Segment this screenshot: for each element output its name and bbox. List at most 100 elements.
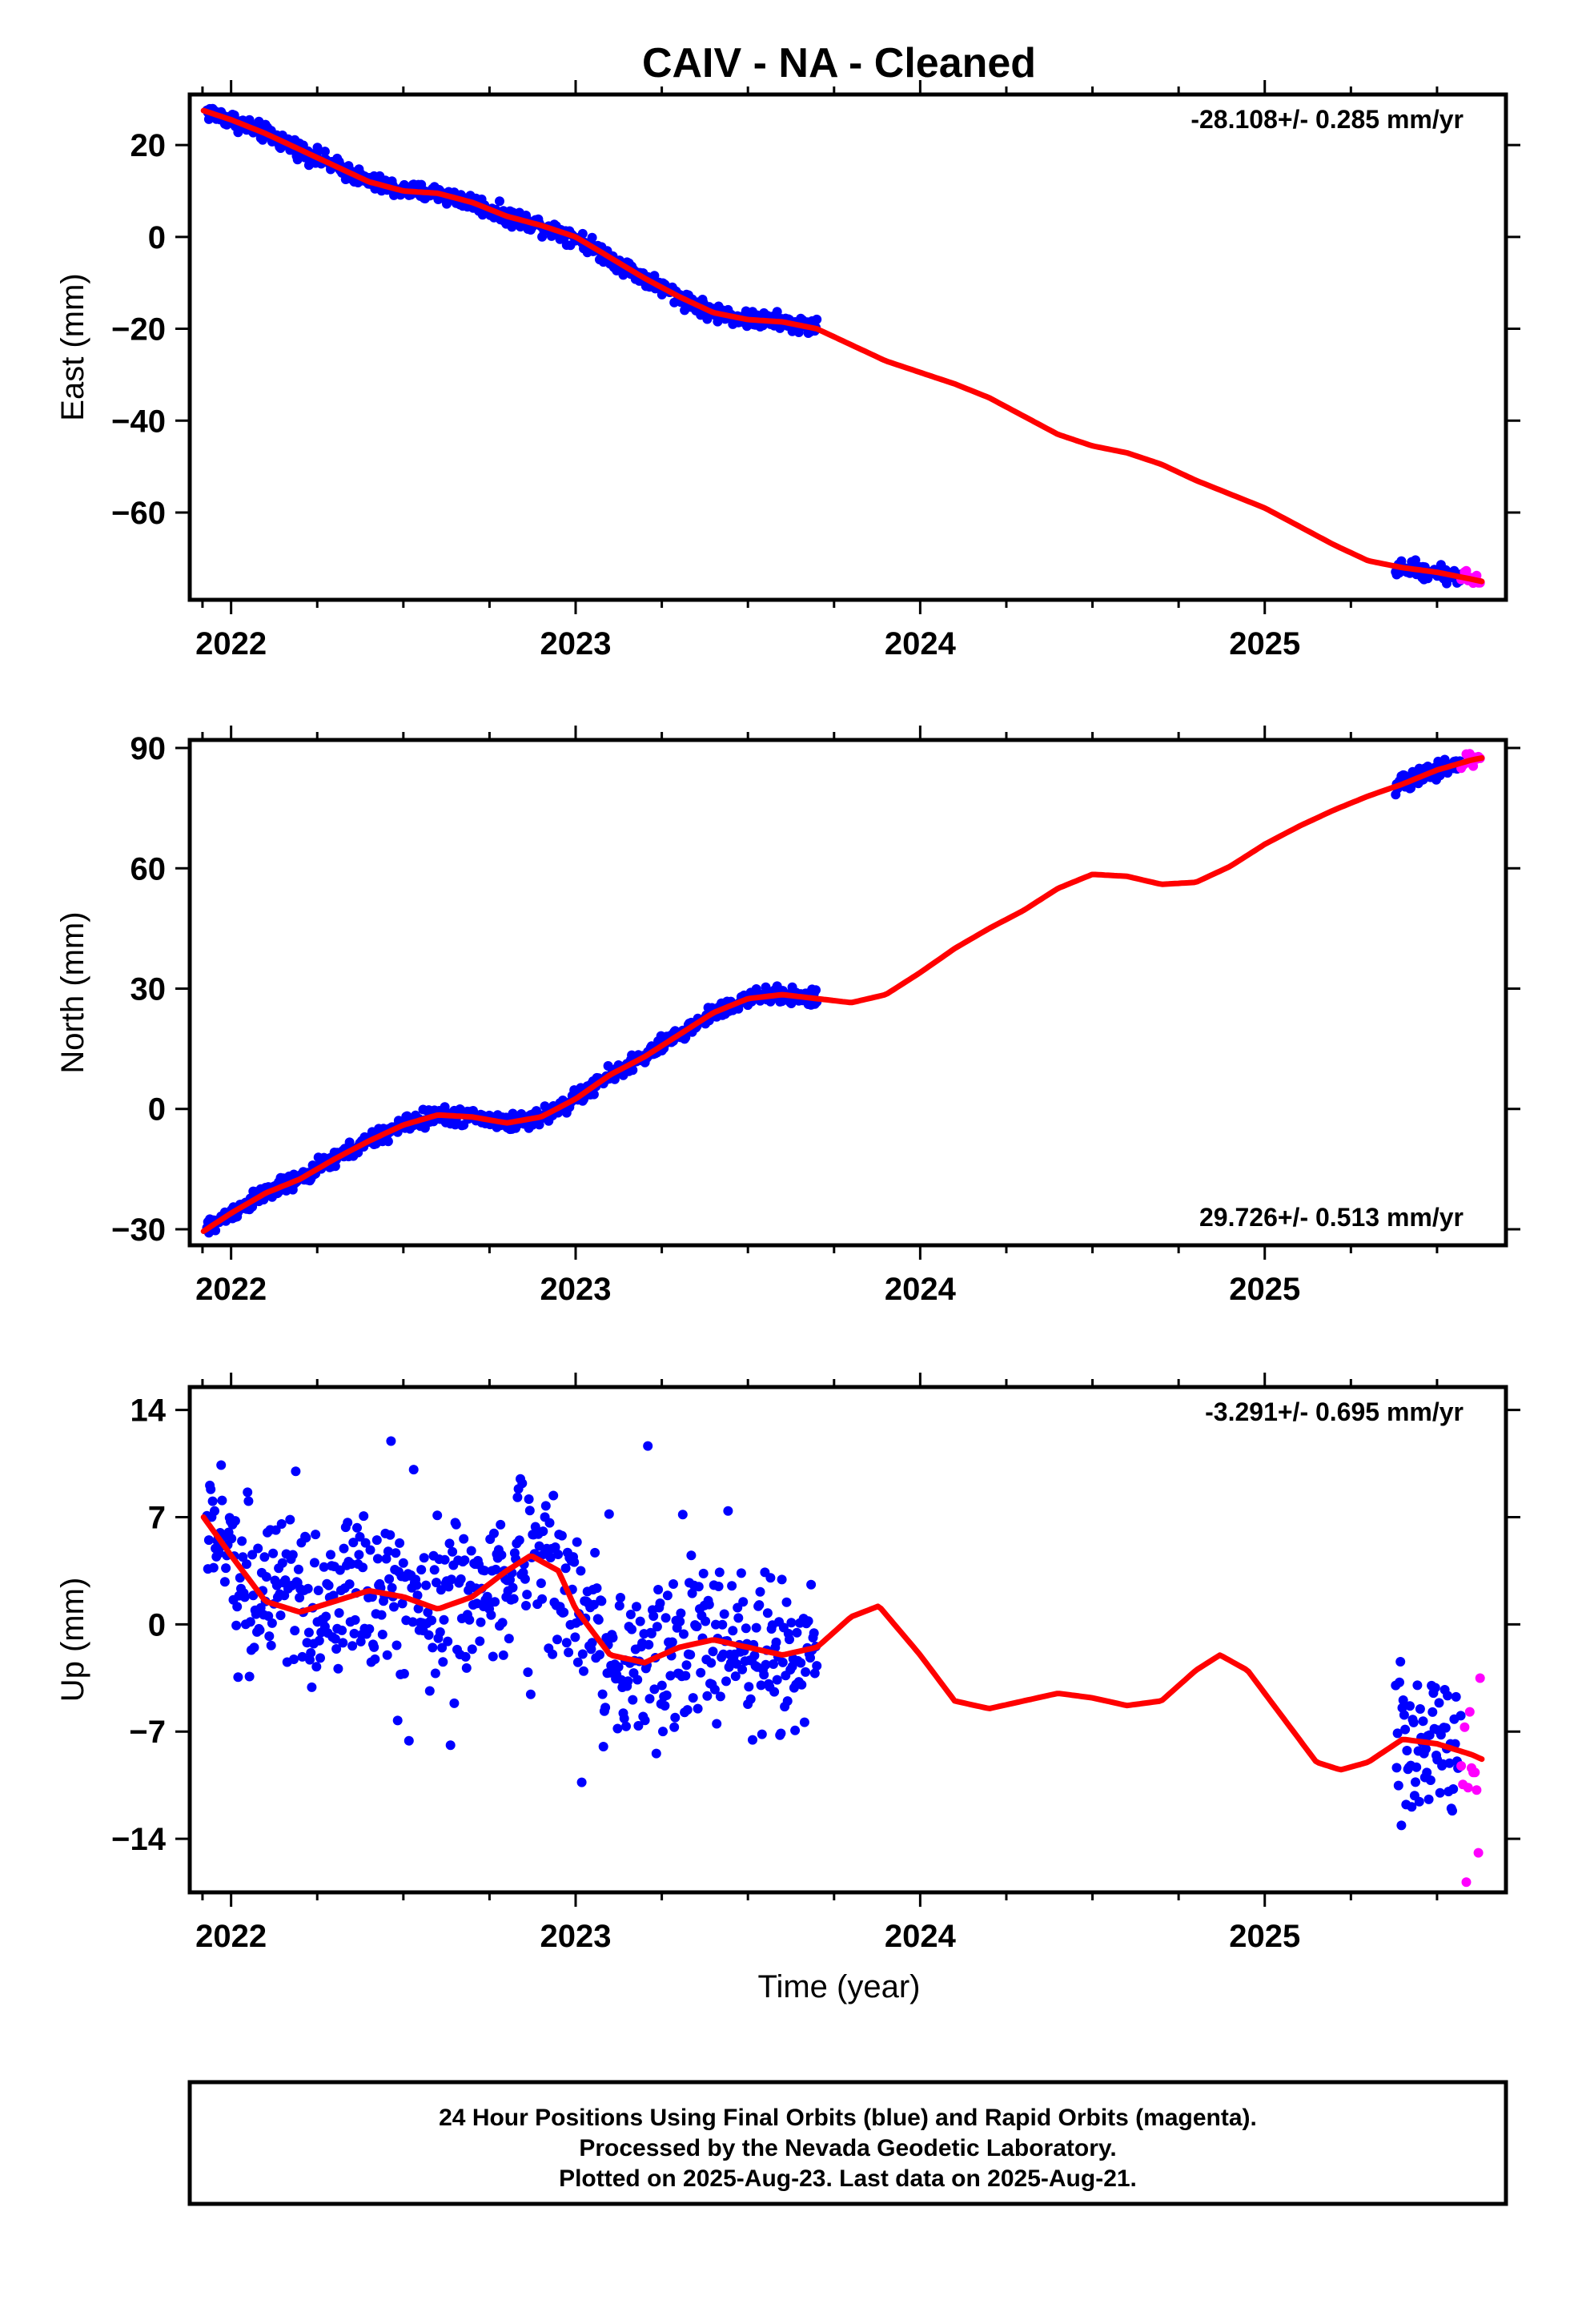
final-orbit-point <box>759 1670 769 1680</box>
final-orbit-point <box>550 1542 560 1552</box>
final-orbit-point <box>587 232 597 243</box>
final-orbit-point <box>523 1667 533 1678</box>
final-orbit-point <box>577 228 588 239</box>
y-tick-label: −7 <box>129 1715 166 1750</box>
final-orbit-point <box>655 1598 665 1608</box>
final-orbit-point <box>628 1065 638 1076</box>
final-orbit-point <box>237 1536 247 1546</box>
figure-title: CAIV - NA - Cleaned <box>642 40 1036 86</box>
final-orbit-point <box>576 1777 587 1787</box>
final-orbit-point <box>445 1740 456 1751</box>
y-tick-label: −14 <box>111 1822 167 1857</box>
final-orbit-point <box>1414 1796 1424 1807</box>
final-orbit-point <box>203 1535 214 1546</box>
final-orbit-point <box>497 1618 508 1628</box>
final-orbit-point <box>210 1506 219 1516</box>
final-orbit-point <box>208 1562 219 1573</box>
x-tick-label: 2024 <box>885 1272 957 1307</box>
final-orbit-point <box>498 1650 508 1660</box>
final-orbit-point <box>338 1638 348 1648</box>
final-orbit-point <box>243 1487 253 1498</box>
final-orbit-point <box>745 1694 756 1704</box>
final-orbit-point <box>1400 1724 1411 1735</box>
final-orbit-point <box>721 1676 731 1687</box>
y-tick-label: 0 <box>148 1092 166 1128</box>
final-orbit-point <box>232 1602 243 1612</box>
final-orbit-point <box>1443 1691 1453 1701</box>
final-orbit-point <box>383 1546 393 1557</box>
final-orbit-point <box>486 1610 496 1620</box>
final-orbit-point <box>686 1550 697 1561</box>
final-orbit-point <box>809 1628 819 1638</box>
final-orbit-point <box>408 1617 418 1627</box>
final-orbit-point <box>785 1634 794 1645</box>
final-orbit-point <box>245 1617 255 1627</box>
final-orbit-point <box>438 1657 448 1667</box>
final-orbit-point <box>600 1703 611 1713</box>
final-orbit-point <box>761 1659 771 1670</box>
final-orbit-point <box>792 1627 802 1638</box>
final-orbit-point <box>344 1579 355 1590</box>
final-orbit-point <box>1398 1695 1408 1705</box>
final-orbit-point <box>693 1703 703 1714</box>
final-orbit-point <box>337 1625 347 1635</box>
final-orbit-point <box>777 1574 787 1585</box>
final-orbit-point <box>517 1478 528 1489</box>
final-orbit-point <box>1427 1707 1438 1717</box>
final-orbit-point <box>769 1659 778 1669</box>
final-orbit-point <box>347 1641 358 1651</box>
rapid-orbit-point <box>1468 761 1479 771</box>
final-orbit-point <box>491 1564 501 1574</box>
final-orbit-point <box>248 1590 259 1601</box>
rapid-orbit-point <box>1475 1673 1485 1683</box>
final-orbit-point <box>397 1598 408 1609</box>
final-orbit-point <box>444 1582 454 1592</box>
final-orbit-point <box>1451 1691 1461 1702</box>
rapid-orbit-point <box>1460 1722 1470 1732</box>
final-orbit-point <box>512 1492 523 1502</box>
final-orbit-point <box>424 1630 434 1640</box>
rapid-orbit-point <box>1473 1848 1484 1858</box>
final-orbit-point <box>737 1664 748 1675</box>
final-orbit-point <box>334 1608 344 1618</box>
final-orbit-point <box>488 1651 498 1662</box>
y-tick-label: 14 <box>130 1393 167 1429</box>
final-orbit-point <box>640 1715 650 1726</box>
final-orbit-point <box>268 1548 279 1558</box>
final-orbit-point <box>456 1574 466 1584</box>
final-orbit-point <box>490 1597 500 1607</box>
velocity-annotation: 29.726+/- 0.513 mm/yr <box>1199 1203 1464 1232</box>
footer-box <box>187 2080 1508 2206</box>
final-orbit-point <box>632 1602 641 1612</box>
y-axis-label: Up (mm) <box>55 1578 90 1703</box>
rapid-orbit-point <box>1470 1767 1480 1778</box>
final-orbit-point <box>370 1654 380 1664</box>
final-orbit-point <box>777 1657 788 1667</box>
final-orbit-point <box>480 1566 490 1576</box>
final-orbit-point <box>556 1530 567 1541</box>
final-orbit-point <box>355 1532 365 1542</box>
final-orbit-point <box>538 1526 548 1537</box>
final-orbit-point <box>613 1662 624 1672</box>
final-orbit-point <box>464 1614 475 1625</box>
final-orbit-point <box>1402 1746 1412 1755</box>
up-panel: 2022 2023 2024 2025 14 7 0 −7 −14 Up (mm) -3.291+/… <box>55 1373 1520 1954</box>
final-orbit-point <box>301 1533 311 1543</box>
final-orbit-point <box>391 1640 402 1651</box>
final-orbit-point <box>616 1593 625 1602</box>
final-orbit-point <box>1421 1743 1431 1754</box>
final-orbit-point <box>522 1590 532 1600</box>
final-orbit-point <box>261 1572 271 1582</box>
rapid-orbit-point <box>1461 565 1472 576</box>
final-orbit-point <box>749 1651 760 1661</box>
final-orbit-point <box>576 1566 586 1576</box>
final-orbit-point <box>1411 1777 1420 1787</box>
final-orbit-point <box>432 1510 443 1521</box>
final-orbit-point <box>719 1609 729 1619</box>
final-orbit-point <box>271 1525 281 1535</box>
final-orbit-point <box>217 1495 227 1506</box>
rapid-orbit-point <box>1456 1761 1467 1771</box>
final-orbit-point <box>311 1530 321 1540</box>
final-orbit-point <box>1393 1780 1403 1791</box>
final-orbit-point <box>231 1620 242 1630</box>
